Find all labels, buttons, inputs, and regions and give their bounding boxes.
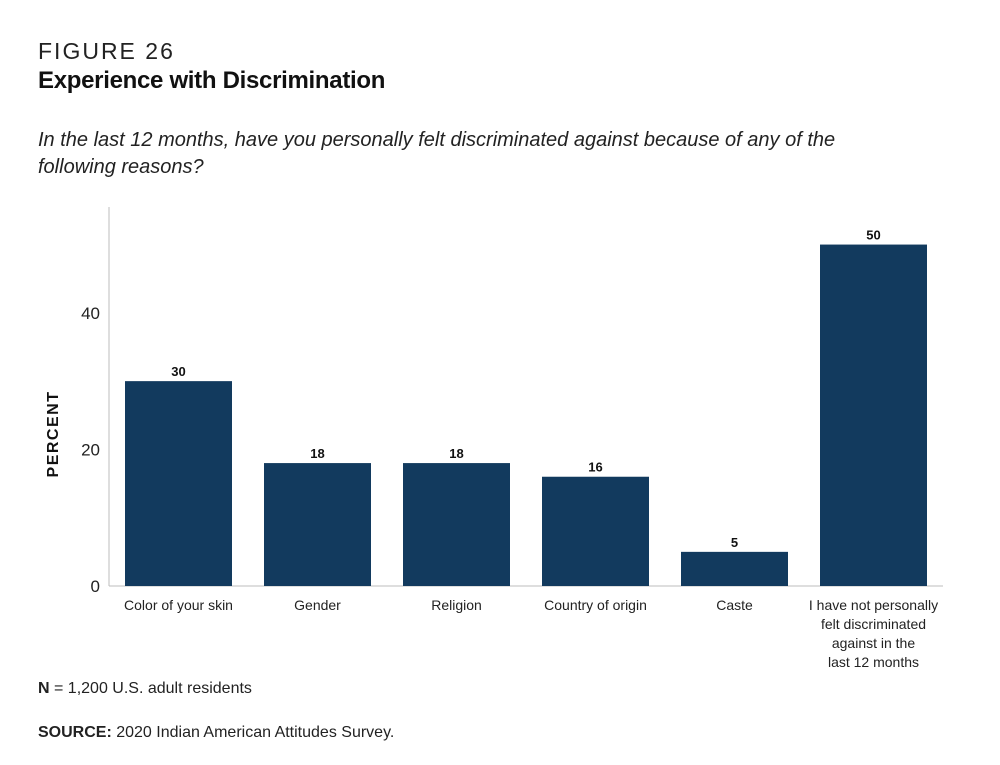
source-label: SOURCE: — [38, 724, 112, 741]
source-text: 2020 Indian American Attitudes Survey. — [111, 724, 395, 741]
bar-chart: 0 20 40 PERCENT 30 Color of your skin 18 Gender… — [45, 207, 943, 670]
x-tick-label-line: I have not personally — [809, 597, 938, 613]
x-tick-label: Color of your skin — [124, 597, 233, 613]
bar-value-label: 50 — [866, 228, 880, 243]
x-tick-label-line: Religion — [431, 597, 482, 613]
x-tick-label-line: Caste — [716, 597, 753, 613]
x-tick-label-line: Color of your skin — [124, 597, 233, 613]
sample-size-text: = 1,200 U.S. adult residents — [49, 680, 252, 697]
bar-value-label: 18 — [449, 446, 463, 461]
bar — [125, 381, 232, 586]
x-tick-label: Country of origin — [544, 597, 647, 613]
bar-value-label: 30 — [171, 364, 185, 379]
bar-value-label: 16 — [588, 460, 602, 475]
bar — [264, 463, 371, 586]
sample-size-note: N = 1,200 U.S. adult residents — [38, 680, 252, 698]
x-tick-label: Caste — [716, 597, 753, 613]
y-axis-label: PERCENT — [45, 391, 62, 478]
bar — [820, 244, 927, 586]
x-tick-label-line: last 12 months — [828, 654, 919, 670]
bar — [681, 551, 788, 586]
x-tick-label-line: felt discriminated — [821, 616, 926, 632]
x-tick-label-line: Gender — [294, 597, 341, 613]
bar — [403, 463, 510, 586]
y-tick-label: 0 — [91, 577, 100, 596]
y-tick-label: 40 — [81, 304, 100, 323]
sample-size-label: N — [38, 680, 50, 697]
bar-value-label: 5 — [731, 535, 738, 550]
bar-value-label: 18 — [310, 446, 324, 461]
x-tick-label-line: against in the — [832, 635, 915, 651]
bar — [542, 476, 649, 586]
x-tick-label: I have not personally felt discriminated a… — [809, 597, 938, 670]
source-note: SOURCE: 2020 Indian American Attitudes S… — [38, 724, 394, 742]
x-tick-label: Religion — [431, 597, 482, 613]
x-tick-label-line: Country of origin — [544, 597, 647, 613]
figure-number: FIGURE 26 — [38, 38, 175, 64]
x-tick-label: Gender — [294, 597, 341, 613]
chart-subtitle: In the last 12 months, have you personal… — [38, 129, 836, 178]
chart-title: Experience with Discrimination — [38, 67, 386, 94]
y-tick-label: 20 — [81, 440, 100, 459]
